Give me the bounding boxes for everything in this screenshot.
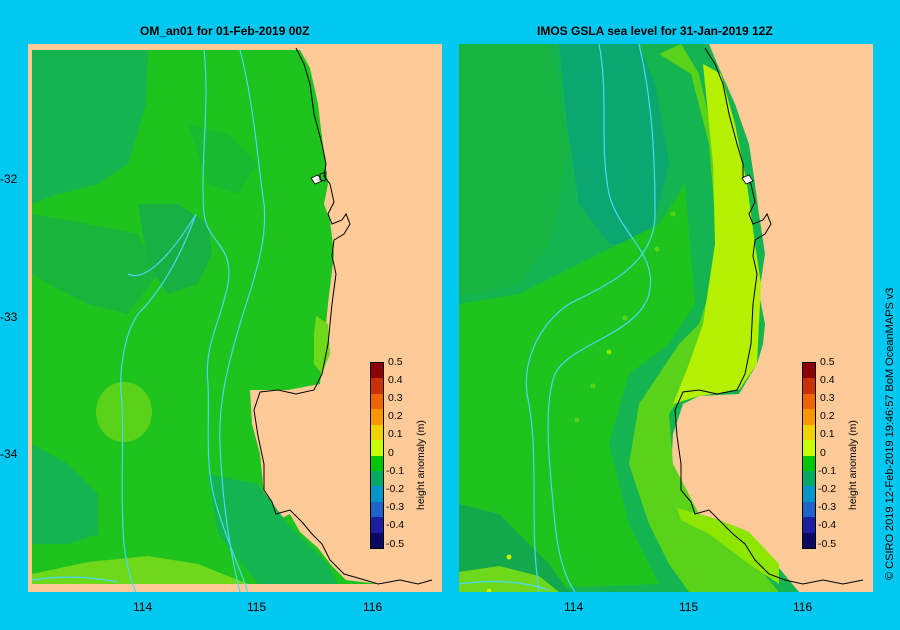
colorbar-label: -0.3 (386, 501, 405, 513)
data-point (622, 315, 628, 321)
colorbar-label: 0.3 (388, 392, 403, 404)
bathymetry-contour (202, 49, 249, 592)
right-panel-title: IMOS GSLA sea level for 31-Jan-2019 12Z (537, 24, 773, 38)
island (310, 174, 323, 185)
colorbar-swatch (803, 470, 815, 487)
lon-tick-label: 115 (247, 600, 267, 614)
colorbar-swatch (803, 532, 815, 549)
colorbar-label: -0.5 (818, 538, 837, 550)
data-point (670, 211, 676, 217)
colorbar-label: 0.2 (388, 410, 403, 422)
colorbar-swatch (371, 517, 383, 533)
colorbar-title: height anomaly (m) (847, 420, 859, 510)
colorbar-label: -0.3 (818, 501, 837, 513)
lon-tick-label: 115 (679, 600, 699, 614)
colorbar-title: height anomaly (m) (415, 420, 427, 510)
colorbar-swatch (803, 440, 815, 456)
lon-tick-label: 114 (133, 600, 153, 614)
colorbar-swatch (803, 363, 815, 379)
colorbar-swatch (371, 501, 383, 518)
colorbar-label: -0.2 (818, 483, 837, 495)
colorbar-label: -0.2 (386, 483, 405, 495)
data-point (654, 246, 660, 252)
colorbar-label: 0.2 (820, 410, 835, 422)
colorbar-label: -0.1 (386, 465, 405, 477)
colorbar-swatch (371, 393, 383, 410)
colorbar-swatch (371, 378, 383, 394)
colorbar-swatch (371, 409, 383, 425)
bathymetry-contour (120, 213, 197, 592)
anomaly-region-positive (96, 382, 152, 442)
anomaly-region-negative (559, 44, 669, 244)
colorbar-swatch (803, 393, 815, 410)
bathymetry-contour (459, 580, 550, 591)
anomaly-region-mid (459, 184, 695, 592)
colorbar-swatch (371, 440, 383, 456)
colorbar-label: 0.5 (820, 356, 835, 368)
island (741, 174, 754, 185)
colorbar-label: 0.4 (820, 374, 835, 386)
colorbar-swatch (371, 455, 383, 471)
anomaly-region-negative (32, 214, 158, 314)
lon-tick-label: 116 (363, 600, 383, 614)
anomaly-region-negative (188, 124, 258, 194)
anomaly-region-negative (459, 44, 569, 294)
colorbar-swatch (803, 455, 815, 471)
colorbar-label: -0.4 (386, 519, 405, 531)
colorbar-label: 0.4 (388, 374, 403, 386)
anomaly-region-negative (32, 444, 98, 544)
colorbar-swatch (371, 486, 383, 502)
lat-tick-label: -33 (0, 310, 18, 324)
data-point (590, 383, 596, 389)
left-map (28, 44, 442, 592)
colorbar-swatch (371, 363, 383, 379)
colorbar-swatch (803, 486, 815, 502)
colorbar-swatch (371, 532, 383, 549)
colorbar-swatch (803, 501, 815, 518)
colorbar-swatch (803, 424, 815, 441)
colorbar-label: 0.3 (820, 392, 835, 404)
colorbar-label: -0.1 (818, 465, 837, 477)
colorbar-label: 0.1 (388, 428, 403, 440)
right-colorbar (802, 362, 816, 549)
bathymetry-contour (547, 44, 652, 592)
data-point (486, 588, 492, 592)
left-panel-title: OM_an01 for 01-Feb-2019 00Z (140, 24, 310, 38)
coastline (253, 47, 433, 585)
data-point (606, 349, 612, 355)
anomaly-region-negative (32, 50, 148, 204)
colorbar-swatch (371, 424, 383, 441)
colorbar-label: -0.4 (818, 519, 837, 531)
anomaly-region-negative (138, 204, 212, 294)
lon-tick-label: 116 (793, 600, 813, 614)
bathymetry-contour (219, 49, 266, 592)
colorbar-swatch (803, 409, 815, 425)
bathymetry-contour (525, 44, 656, 592)
anomaly-region-positive (677, 508, 779, 584)
data-point (574, 417, 580, 423)
colorbar-label: 0.1 (820, 428, 835, 440)
anomaly-region-positive (314, 316, 330, 374)
data-point (506, 554, 512, 560)
ocean-field (32, 50, 378, 584)
anomaly-region-positive (32, 556, 248, 584)
colorbar-label: 0 (820, 447, 826, 459)
colorbar-swatch (803, 378, 815, 394)
colorbar-label: 0.5 (388, 356, 403, 368)
colorbar-swatch (371, 470, 383, 487)
bathymetry-contour (31, 576, 119, 583)
lat-tick-label: -32 (0, 172, 18, 186)
colorbar-swatch (803, 517, 815, 533)
anomaly-region-negative (208, 474, 338, 584)
island (319, 171, 327, 182)
lon-tick-label: 114 (564, 600, 584, 614)
lat-tick-label: -34 (0, 447, 18, 461)
left-colorbar (370, 362, 384, 549)
credit-text: © CSIRO 2019 12-Feb-2019 19:46:57 BoM Oc… (884, 287, 896, 580)
colorbar-label: -0.5 (386, 538, 405, 550)
colorbar-label: 0 (388, 447, 394, 459)
